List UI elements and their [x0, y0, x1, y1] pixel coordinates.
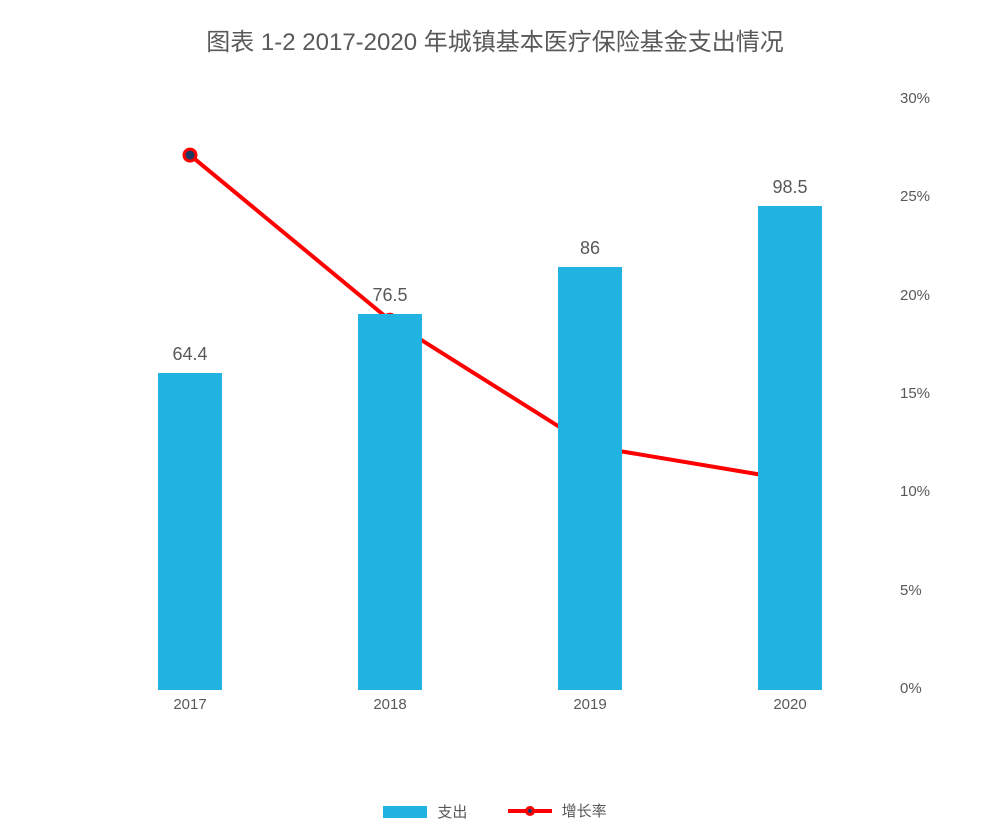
bar [158, 373, 222, 690]
bar [558, 267, 622, 690]
legend-label-bar: 支出 [437, 801, 467, 822]
legend-swatch-bar [383, 806, 427, 818]
x-tick-label: 2018 [373, 696, 406, 713]
legend-swatch-line [508, 804, 552, 818]
chart-title: 图表 1-2 2017-2020 年城镇基本医疗保险基金支出情况 [0, 22, 990, 57]
plot-region: 64.4201776.5201886201998.520200%5%10%15%… [90, 100, 890, 690]
y2-tick-label: 20% [900, 287, 930, 304]
line-marker [184, 149, 196, 161]
y2-tick-label: 10% [900, 483, 930, 500]
y2-tick-label: 25% [900, 188, 930, 205]
x-tick-label: 2017 [173, 696, 206, 713]
bar-value-label: 86 [580, 238, 600, 259]
legend-item-line: 增长率 [508, 800, 607, 821]
y2-tick-label: 5% [900, 582, 922, 599]
bar [358, 314, 422, 690]
x-tick-label: 2019 [573, 696, 606, 713]
bar-value-label: 98.5 [772, 177, 807, 198]
line-series-path [190, 155, 790, 480]
y2-tick-label: 0% [900, 680, 922, 697]
chart-area: 64.4 2017 76.5 2018 86 2019 98.5 2020 0% 5% 10% 15%… [30, 80, 960, 740]
legend: 支出 增长率 [0, 800, 990, 822]
y2-tick-label: 30% [900, 90, 930, 107]
bar [758, 206, 822, 690]
bar-value-label: 64.4 [172, 344, 207, 365]
bar-value-label: 76.5 [372, 285, 407, 306]
legend-label-line: 增长率 [562, 800, 607, 821]
y2-tick-label: 15% [900, 385, 930, 402]
x-tick-label: 2020 [773, 696, 806, 713]
legend-item-bar: 支出 [383, 801, 467, 822]
